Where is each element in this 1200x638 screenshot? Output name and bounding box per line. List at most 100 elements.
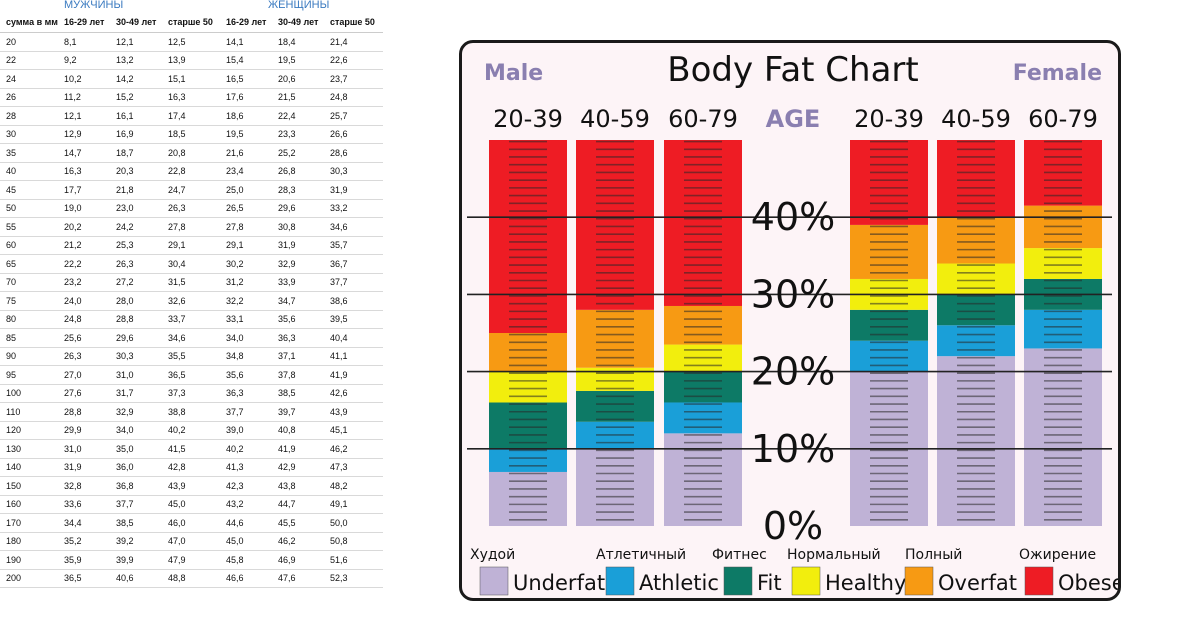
table-cell: 37,7 bbox=[220, 402, 272, 422]
table-cell: 29,1 bbox=[220, 236, 272, 255]
table-cell: 24,2 bbox=[110, 217, 162, 237]
table-cell: 24,7 bbox=[162, 180, 220, 200]
table-cell: 31,9 bbox=[58, 458, 110, 477]
table-cell: 43,9 bbox=[162, 476, 220, 496]
legend-label-en: Overfat bbox=[938, 571, 1017, 595]
table-cell: 21,4 bbox=[324, 32, 383, 52]
legend-swatch-fit bbox=[723, 566, 753, 596]
table-cell: 47,0 bbox=[162, 532, 220, 551]
table-cell: 15,1 bbox=[162, 69, 220, 89]
table-cell: 33,2 bbox=[324, 199, 383, 218]
table-cell: 38,5 bbox=[110, 513, 162, 533]
table-cell: 25,0 bbox=[220, 180, 272, 200]
table-cell: 12,1 bbox=[110, 32, 162, 52]
table-cell: 95 bbox=[0, 365, 58, 385]
table-row: 40 16,3 20,3 22,8 23,4 26,8 30,3 bbox=[0, 162, 383, 181]
column-header: старше 50 bbox=[324, 12, 383, 33]
table-cell: 22,4 bbox=[272, 106, 324, 126]
bar-segment-obese bbox=[576, 140, 654, 310]
table-cell: 12,9 bbox=[58, 125, 110, 144]
table-cell: 39,2 bbox=[110, 532, 162, 551]
table-cell: 36,8 bbox=[110, 476, 162, 496]
table-cell: 50,8 bbox=[324, 532, 383, 551]
table-cell: 31,7 bbox=[110, 384, 162, 403]
table-cell: 130 bbox=[0, 439, 58, 459]
table-row: 80 24,8 28,8 33,7 33,1 35,6 39,5 bbox=[0, 310, 383, 329]
table-cell: 28,3 bbox=[272, 180, 324, 200]
legend-swatch-underfat bbox=[479, 566, 509, 596]
table-cell: 19,5 bbox=[272, 51, 324, 70]
table-cell: 28,8 bbox=[110, 310, 162, 329]
table-cell: 41,3 bbox=[220, 458, 272, 477]
table-cell: 23,7 bbox=[324, 69, 383, 89]
table-cell: 28 bbox=[0, 106, 58, 126]
y-tick-label: 20% bbox=[751, 350, 835, 394]
table-cell: 21,5 bbox=[272, 88, 324, 107]
male-label: Male bbox=[484, 61, 543, 86]
table-cell: 170 bbox=[0, 513, 58, 533]
table-cell: 28,0 bbox=[110, 291, 162, 311]
legend-swatch-overfat bbox=[904, 566, 934, 596]
table-cell: 44,6 bbox=[220, 513, 272, 533]
table-cell: 45 bbox=[0, 180, 58, 200]
legend-swatch-athletic bbox=[605, 566, 635, 596]
age-group-label: 60-79 bbox=[668, 105, 738, 133]
bar-segment-underfat bbox=[1024, 348, 1102, 526]
table-cell: 26,3 bbox=[110, 254, 162, 274]
table-row: 30 12,9 16,9 18,5 19,5 23,3 26,6 bbox=[0, 125, 383, 144]
table-cell: 110 bbox=[0, 402, 58, 422]
legend-label-en: Fit bbox=[757, 571, 782, 595]
table-cell: 35,2 bbox=[58, 532, 110, 551]
bar-segment-healthy bbox=[937, 263, 1015, 295]
table-cell: 20,6 bbox=[272, 69, 324, 89]
table-cell: 35 bbox=[0, 143, 58, 163]
table-cell: 46,0 bbox=[162, 513, 220, 533]
bar-segment-athletic bbox=[937, 325, 1015, 357]
table-cell: 50 bbox=[0, 199, 58, 218]
table-cell: 35,0 bbox=[110, 439, 162, 459]
bar-segment-underfat bbox=[937, 356, 1015, 526]
table-cell: 40 bbox=[0, 162, 58, 181]
body-fat-table-panel: МУЖЧИНЫ ЖЕНЩИНЫ сумма в мм 16-29 лет 30-49… bbox=[0, 0, 383, 638]
gender-header: МУЖЧИНЫ ЖЕНЩИНЫ bbox=[0, 0, 383, 12]
bar-segment-fit bbox=[489, 402, 567, 449]
age-group-label: 40-59 bbox=[941, 105, 1011, 133]
men-header: МУЖЧИНЫ bbox=[64, 0, 124, 11]
table-cell: 41,5 bbox=[162, 439, 220, 459]
column-header: сумма в мм bbox=[0, 12, 58, 33]
table-cell: 36,5 bbox=[162, 365, 220, 385]
table-cell: 30,3 bbox=[324, 162, 383, 181]
table-cell: 30,4 bbox=[162, 254, 220, 274]
table-cell: 70 bbox=[0, 273, 58, 292]
table-row: 50 19,0 23,0 26,3 26,5 29,6 33,2 bbox=[0, 199, 383, 218]
table-cell: 48,2 bbox=[324, 476, 383, 496]
legend-label-ru: Фитнес bbox=[712, 547, 767, 563]
column-header: старше 50 bbox=[162, 12, 220, 33]
legend-label-ru: Нормальный bbox=[787, 547, 881, 563]
table-cell: 19,5 bbox=[220, 125, 272, 144]
table-cell: 18,7 bbox=[110, 143, 162, 163]
table-cell: 36,3 bbox=[220, 384, 272, 403]
legend-label-en: Athletic bbox=[639, 571, 719, 595]
table-row: 22 9,2 13,2 13,9 15,4 19,5 22,6 bbox=[0, 51, 383, 70]
table-cell: 21,8 bbox=[110, 180, 162, 200]
table-cell: 38,5 bbox=[272, 384, 324, 403]
table-cell: 30,2 bbox=[220, 254, 272, 274]
table-cell: 65 bbox=[0, 254, 58, 274]
table-cell: 33,1 bbox=[220, 310, 272, 329]
table-cell: 26 bbox=[0, 88, 58, 107]
table-cell: 35,7 bbox=[324, 236, 383, 255]
bar-male-20-39 bbox=[489, 140, 567, 526]
table-cell: 26,8 bbox=[272, 162, 324, 181]
table-cell: 34,7 bbox=[272, 291, 324, 311]
bar-segment-fit bbox=[664, 371, 742, 403]
table-cell: 46,2 bbox=[324, 439, 383, 459]
bar-segment-overfat bbox=[850, 224, 928, 279]
table-cell: 38,8 bbox=[162, 402, 220, 422]
bar-segment-athletic bbox=[489, 448, 567, 472]
table-cell: 14,1 bbox=[220, 32, 272, 52]
table-cell: 35,6 bbox=[220, 365, 272, 385]
table-cell: 42,8 bbox=[162, 458, 220, 477]
table-cell: 20,2 bbox=[58, 217, 110, 237]
table-cell: 34,6 bbox=[162, 328, 220, 348]
